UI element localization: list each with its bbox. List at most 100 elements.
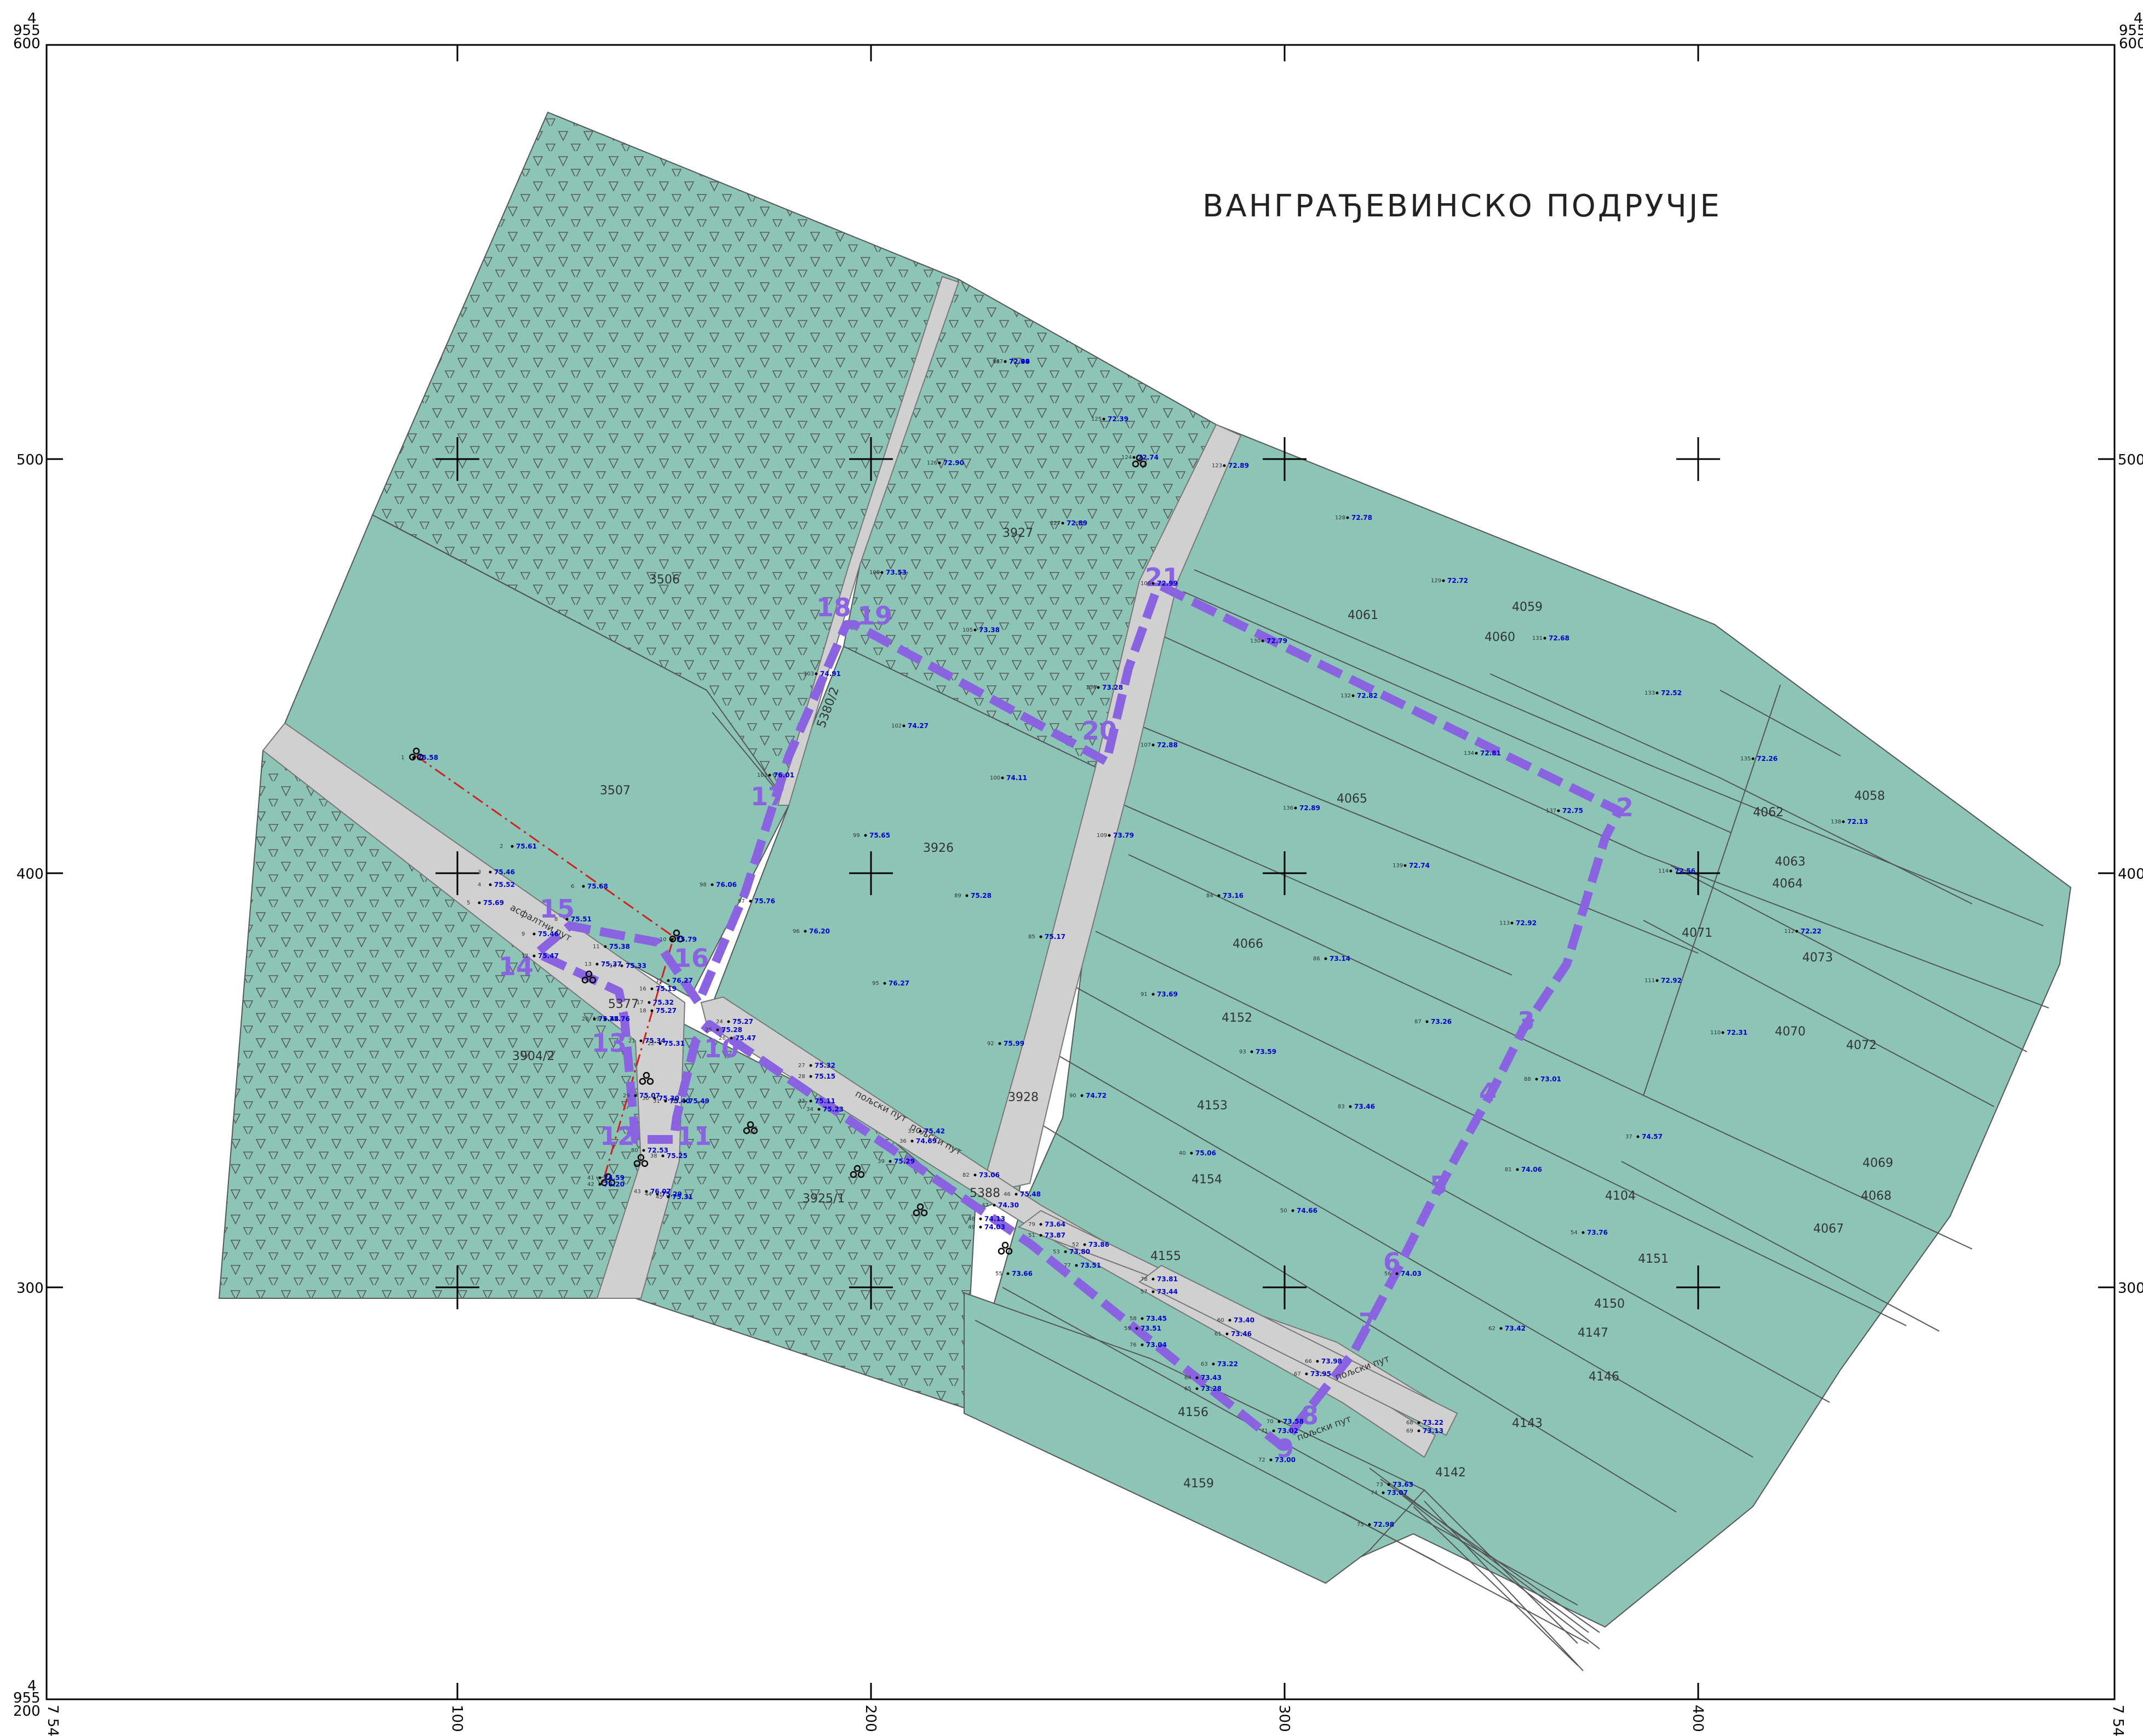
elevation-value: 72.89	[1299, 804, 1320, 812]
elevation-value: 73.87	[1045, 1231, 1065, 1239]
elevation-point: 13 75.37	[585, 960, 622, 968]
parcel-lines	[383, 520, 2049, 1671]
elevation-dot	[815, 672, 818, 675]
coord-y-300-right: 300	[2118, 1280, 2143, 1297]
boundary-vertex-16: 16	[674, 943, 709, 973]
elevation-point-id: 104	[1086, 685, 1096, 691]
elevation-point: 87 73.26	[1414, 1018, 1452, 1025]
elevation-dot	[993, 1204, 996, 1207]
elevation-dot	[1655, 691, 1659, 695]
elevation-point-id: 90	[1069, 1093, 1076, 1099]
parcel-label: 4073	[1802, 951, 1833, 965]
parcel-label: 4154	[1191, 1173, 1222, 1187]
elevation-dot	[664, 1099, 667, 1103]
coord-y-400-right: 400	[2118, 866, 2143, 883]
elevation-point: 132 72.82	[1340, 692, 1378, 700]
elevation-point: 60 73.40	[1217, 1316, 1254, 1324]
elevation-dot	[667, 1195, 670, 1199]
elevation-point-id: 43	[634, 1189, 641, 1195]
elevation-point: 57 73.44	[1141, 1288, 1178, 1296]
elevation-dot	[817, 1108, 821, 1111]
elevation-dot	[1277, 1420, 1281, 1423]
elevation-point-id: 2	[500, 844, 503, 850]
elevation-value: 72.74	[1409, 862, 1430, 869]
elevation-dot	[864, 834, 867, 837]
elevation-point-id: 35	[908, 1128, 915, 1135]
parcel-label: 3927	[1002, 526, 1033, 540]
elevation-point: 77 73.51	[1064, 1262, 1101, 1269]
elevation-point-id: 24	[716, 1019, 723, 1025]
elevation-point: 123 72.89	[1212, 462, 1249, 469]
elevation-point-id: 68	[1406, 1420, 1413, 1426]
elevation-dot	[749, 899, 752, 903]
elevation-point: 50 74.66	[1280, 1207, 1317, 1214]
elevation-value: 75.58	[417, 754, 438, 761]
elevation-point: 95 76.27	[872, 979, 909, 987]
elevation-value: 72.79	[1267, 637, 1287, 645]
elevation-value: 73.86	[1088, 1241, 1109, 1248]
parcel-label: 4063	[1775, 855, 1806, 869]
elevation-value: 72.49	[1009, 358, 1030, 365]
elevation-point: 14 75.33	[609, 962, 646, 970]
elevation-dot	[1039, 1234, 1042, 1237]
parcel-label: 4152	[1222, 1011, 1252, 1025]
elevation-point: 62 73.42	[1488, 1325, 1526, 1332]
elevation-dot	[1346, 516, 1349, 519]
elevation-dot	[1842, 820, 1845, 823]
elevation-point: 6 75.68	[571, 883, 608, 890]
red-survey-line	[416, 755, 675, 1184]
elevation-value: 75.32	[653, 999, 674, 1006]
parcel-label: 4151	[1638, 1252, 1669, 1266]
elevation-dot	[1151, 582, 1155, 585]
elevation-dot	[1135, 1327, 1138, 1330]
elevation-point: 89 75.28	[954, 892, 992, 899]
elevation-dot	[1291, 1209, 1294, 1212]
elevation-point-id: 55	[995, 1271, 1002, 1277]
parcel-label: 4058	[1854, 789, 1885, 803]
elevation-dot	[1141, 1343, 1144, 1347]
elevation-dot	[1425, 1020, 1429, 1023]
elevation-point: 47 74.30	[982, 1201, 1019, 1209]
elevation-dot	[1006, 1272, 1010, 1275]
elevation-dot	[1543, 637, 1546, 640]
elevation-point: 53 73.80	[1053, 1248, 1090, 1256]
elevation-dot	[1141, 1317, 1144, 1320]
elevation-value: 74.06	[1521, 1166, 1542, 1173]
elevation-dot	[1721, 1031, 1724, 1034]
parcel-label: 4143	[1512, 1417, 1543, 1430]
elevation-point-id: 26	[719, 1035, 726, 1041]
tree-icon	[913, 1203, 928, 1217]
coord-bl-1: 4	[27, 1678, 37, 1694]
elevation-point-id: 64	[1184, 1375, 1191, 1381]
elevation-value: 74.59	[604, 1174, 624, 1182]
elevation-point-id: 139	[1393, 863, 1403, 869]
elevation-dot	[979, 1217, 982, 1221]
elevation-point: 79 73.64	[1028, 1221, 1065, 1228]
boundary-vertex-8: 8	[1301, 1401, 1319, 1430]
elevation-point-id: 126	[927, 460, 937, 466]
elevation-point-id: 85	[1028, 934, 1035, 940]
coord-bl-3: 200	[13, 1703, 41, 1720]
elevation-point-id: 25	[705, 1027, 712, 1033]
boundary-vertex-20: 20	[1082, 716, 1117, 746]
elevation-point: 131 72.68	[1532, 634, 1569, 642]
elevation-point-id: 3	[478, 869, 481, 875]
elevation-dot	[1636, 1135, 1640, 1138]
elevation-point: 54 73.76	[1571, 1229, 1608, 1236]
elevation-point-id: 83	[1338, 1104, 1345, 1110]
elevation-point: 104 73.28	[1086, 684, 1123, 691]
elevation-value: 72.13	[1847, 818, 1868, 826]
elevation-point-id: 124	[1121, 455, 1132, 461]
map-frame	[45, 44, 2116, 1700]
elevation-point-id: 132	[1340, 693, 1351, 699]
elevation-value: 75.29	[661, 1190, 682, 1198]
elevation-dot	[1102, 417, 1105, 421]
elevation-dot	[1083, 1243, 1086, 1246]
boundary-vertex-12: 12	[600, 1121, 635, 1151]
elevation-point: 11 75.38	[593, 943, 630, 950]
elevation-value: 75.33	[626, 962, 646, 970]
elevation-point: 28 75.15	[798, 1073, 835, 1080]
elevation-point: 112 72.22	[1784, 927, 1821, 935]
